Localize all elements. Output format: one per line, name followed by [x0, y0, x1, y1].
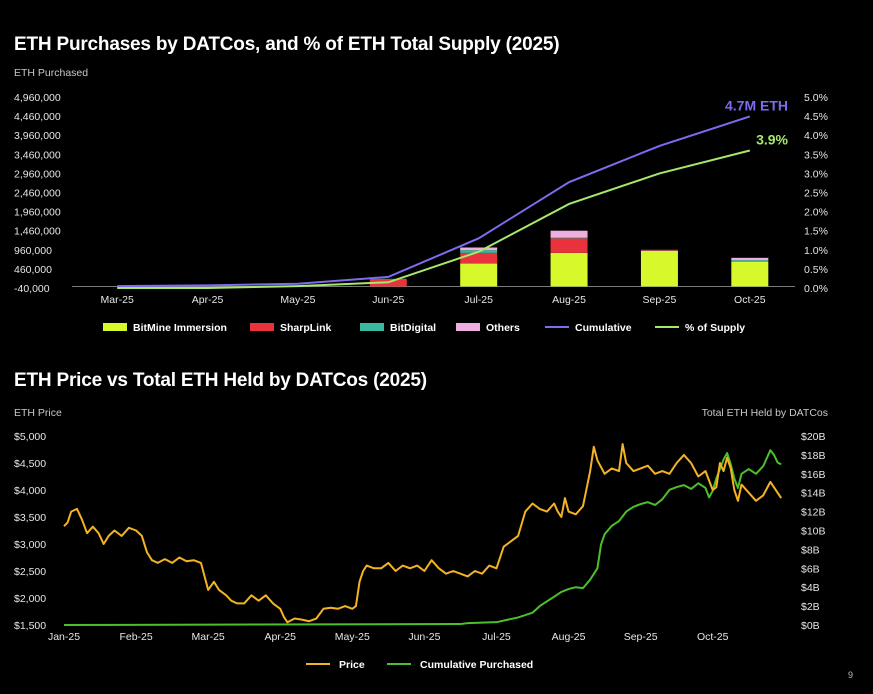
chart2-ylabel: ETH Price [14, 407, 62, 419]
chart2-ytick: $1,500 [14, 620, 46, 632]
chart1-ytick: 4,460,000 [14, 111, 61, 123]
line-cumulative [117, 115, 751, 288]
legend-swatch [360, 323, 384, 331]
chart1-y2tick: 3.5% [804, 149, 828, 161]
bar-bitmine-immersion [731, 261, 769, 287]
bar-others [550, 230, 588, 238]
chart1-y2tick: 3.0% [804, 168, 828, 180]
chart1-y2tick: 2.0% [804, 207, 828, 219]
chart2-y2tick: $12B [801, 507, 826, 519]
line-cumulative-purchased [63, 449, 782, 626]
chart1-ytick: 460,000 [14, 264, 52, 276]
chart1-annotation: 4.7M ETH [725, 97, 788, 113]
chart2-y2tick: $4B [801, 582, 820, 594]
chart2-y2tick: $2B [801, 601, 820, 613]
legend-label: Cumulative Purchased [420, 659, 533, 671]
bar-bitdigital [731, 260, 769, 262]
bar-others [460, 247, 498, 251]
chart1-xtick: Aug-25 [552, 294, 586, 306]
chart2-ytick: $5,000 [14, 431, 46, 443]
chart2-y2tick: $8B [801, 544, 820, 556]
bar-sharplink [550, 238, 588, 253]
chart1-ytick: 2,460,000 [14, 188, 61, 200]
chart1-y2tick: 1.5% [804, 226, 828, 238]
bar-others [731, 257, 769, 261]
chart2-xtick: Jul-25 [482, 631, 511, 643]
chart2-ytick: $4,000 [14, 485, 46, 497]
chart2-ytick: $3,000 [14, 539, 46, 551]
chart1-xtick: Sep-25 [643, 294, 677, 306]
chart1-xtick: Oct-25 [734, 294, 766, 306]
chart2-xtick: Jun-25 [408, 631, 440, 643]
chart2-title: ETH Price vs Total ETH Held by DATCos (2… [14, 370, 427, 391]
legend-label: SharpLink [280, 322, 332, 334]
chart2-ytick: $2,000 [14, 593, 46, 605]
chart1-y2tick: 1.0% [804, 245, 828, 257]
chart2-y2tick: $6B [801, 563, 820, 575]
chart1-ylabel: ETH Purchased [14, 67, 89, 79]
legend-label: Others [486, 322, 520, 334]
legend-label: Cumulative [575, 322, 632, 334]
legend-label: Price [339, 659, 365, 671]
chart2-xtick: Oct-25 [697, 631, 729, 643]
chart2-xtick: Feb-25 [119, 631, 152, 643]
chart2-ytick: $2,500 [14, 566, 46, 578]
chart2-ytick: $3,500 [14, 512, 46, 524]
chart1-ytick: 1,460,000 [14, 226, 61, 238]
chart1-xtick: Jul-25 [464, 294, 493, 306]
purchases-chart: 4,960,000 4,460,000 3,960,000 3,460,000 2,96… [14, 92, 828, 334]
chart2-xtick: Mar-25 [192, 631, 225, 643]
bar-sharplink [640, 250, 678, 251]
chart1-xtick: May-25 [280, 294, 315, 306]
line-price [63, 443, 783, 624]
legend-label: BitMine Immersion [133, 322, 227, 334]
bar-bitmine-immersion [640, 250, 678, 287]
chart1-y2tick: 0.5% [804, 264, 828, 276]
chart2-y2tick: $18B [801, 450, 826, 462]
legend-swatch [250, 323, 274, 331]
chart2-xtick: Jan-25 [48, 631, 80, 643]
chart2-ytick: $4,500 [14, 458, 46, 470]
legend-label: BitDigital [390, 322, 436, 334]
chart2-y2tick: $10B [801, 526, 826, 538]
chart1-ytick: 4,960,000 [14, 92, 61, 104]
chart1-xtick: Apr-25 [192, 294, 224, 306]
chart1-ytick: 3,460,000 [14, 149, 61, 161]
bar-bitmine-immersion [550, 252, 588, 287]
bar-bitdigital [550, 237, 588, 239]
chart1-y2tick: 2.5% [804, 188, 828, 200]
chart1-ytick: 960,000 [14, 245, 52, 257]
bar-bitdigital [640, 249, 678, 251]
chart2-xtick: Sep-25 [624, 631, 658, 643]
chart1-y2tick: 4.0% [804, 130, 828, 142]
chart1-ytick: 3,960,000 [14, 130, 61, 142]
chart1-annotation: 3.9% [756, 131, 788, 147]
bar-sharplink [460, 252, 498, 264]
bar-bitmine-immersion [460, 263, 498, 287]
chart1-ytick: -40,000 [14, 283, 50, 295]
legend-label: % of Supply [685, 322, 745, 334]
chart2-y2tick: $20B [801, 431, 826, 443]
chart2-xtick: May-25 [335, 631, 370, 643]
chart1-xtick: Mar-25 [101, 294, 134, 306]
bar-bitdigital [369, 278, 407, 280]
chart2-y2tick: $0B [801, 620, 820, 632]
chart1-ytick: 1,960,000 [14, 207, 61, 219]
chart1-xtick: Jun-25 [372, 294, 404, 306]
chart1-ytick: 2,960,000 [14, 168, 61, 180]
chart1-y2tick: 0.0% [804, 283, 828, 295]
legend-swatch [103, 323, 127, 331]
legend-swatch [456, 323, 480, 331]
line--of-supply [117, 149, 751, 289]
chart2-xtick: Apr-25 [264, 631, 296, 643]
chart1-y2tick: 5.0% [804, 92, 828, 104]
page-number: 9 [847, 670, 853, 680]
chart2-y2tick: $16B [801, 469, 826, 481]
chart2-y2label: Total ETH Held by DATCos [701, 407, 828, 419]
chart1-y2tick: 4.5% [804, 111, 828, 123]
chart2-y2tick: $14B [801, 488, 826, 500]
chart2-xtick: Aug-25 [552, 631, 586, 643]
chart1-title: ETH Purchases by DATCos, and % of ETH To… [14, 34, 560, 55]
